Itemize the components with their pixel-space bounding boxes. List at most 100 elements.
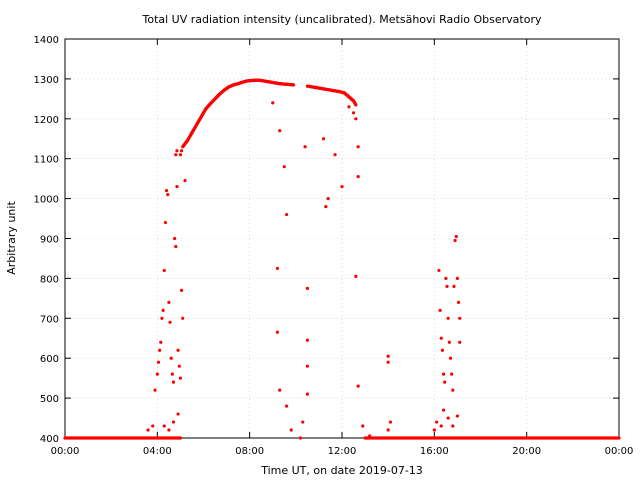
y-tick-label: 1000 [34, 195, 59, 206]
scatter-point [441, 408, 446, 412]
scatter-point [439, 424, 443, 428]
scatter-point [361, 424, 365, 428]
y-tick-label: 800 [40, 274, 59, 285]
y-tick-label: 1300 [34, 75, 59, 86]
scatter-point [181, 316, 185, 320]
scatter-point [453, 238, 457, 243]
scatter-point [167, 428, 171, 432]
scatter-point [162, 424, 166, 428]
scatter-point [289, 428, 293, 432]
scatter-point [275, 330, 279, 334]
scatter-point [178, 376, 183, 380]
y-tick-label: 400 [40, 434, 59, 445]
scatter-point [179, 149, 184, 153]
x-tick-label: 20:00 [512, 446, 541, 457]
scatter-point [456, 300, 461, 304]
scatter-point [183, 179, 187, 183]
scatter-point [451, 424, 455, 428]
x-axis-label: Time UT, on date 2019-07-13 [260, 464, 423, 477]
scatter-point [439, 336, 443, 340]
scatter-point [368, 434, 372, 438]
scatter-point [156, 360, 161, 364]
scatter-point [454, 234, 458, 239]
x-tick-label: 16:00 [420, 446, 449, 457]
x-tick-label: 04:00 [143, 446, 172, 457]
scatter-point [174, 153, 178, 157]
scatter-point [440, 348, 445, 352]
scatter-point [388, 420, 393, 424]
scatter-point [324, 204, 328, 209]
scatter-point [447, 340, 451, 344]
scatter-point [176, 348, 180, 352]
scatter-point [386, 360, 390, 364]
x-tick-label: 00:00 [51, 446, 80, 457]
scatter-point [174, 244, 178, 249]
scatter-point [177, 364, 181, 368]
scatter-point [282, 165, 286, 169]
scatter-point [160, 316, 164, 320]
scatter-point [432, 428, 436, 432]
scatter-point [285, 404, 289, 408]
scatter-point [305, 286, 309, 290]
scatter-point [458, 340, 462, 344]
scatter-point [356, 175, 360, 179]
scatter-point [451, 388, 455, 392]
scatter-point [305, 364, 309, 368]
scatter-point [159, 340, 163, 344]
scatter-point [441, 372, 446, 376]
scatter-point [164, 189, 169, 193]
tick-layer: 400 500 600 700 800 900 1000 1100 1200 1300 1400 00… [34, 35, 634, 457]
x-tick-label: 08:00 [235, 446, 264, 457]
scatter-point [146, 428, 150, 432]
scatter-point [169, 356, 173, 360]
scatter-point [446, 416, 450, 420]
scatter-point [452, 284, 456, 288]
y-tick-label: 700 [40, 314, 59, 325]
x-tick-label: 00:00 [605, 446, 634, 457]
scatter-point [303, 145, 307, 149]
y-tick-label: 1400 [34, 35, 59, 46]
scatter-point [271, 101, 275, 105]
scatter-point [162, 268, 166, 273]
scatter-point [153, 388, 157, 392]
scatter-point [445, 284, 449, 288]
scatter-point [458, 316, 462, 320]
scatter-point [278, 388, 282, 392]
baseline-point [617, 436, 621, 440]
scatter-point [298, 436, 303, 440]
scatter-point [171, 420, 176, 424]
scatter-point [340, 185, 344, 189]
scatter-point [450, 372, 454, 376]
scatter-point [321, 137, 326, 141]
scatter-point [386, 354, 390, 358]
scatter-point [155, 372, 159, 376]
scatter-point [333, 153, 337, 157]
scatter-point [386, 428, 390, 432]
scatter-point [435, 420, 439, 424]
scatter-point [347, 105, 351, 109]
grid-layer [65, 39, 619, 438]
scatter-point [167, 300, 171, 304]
scatter-point [356, 384, 360, 388]
scatter-point [175, 149, 179, 153]
scatter-point [179, 288, 184, 292]
scatter-point [171, 380, 176, 384]
data-points [63, 78, 621, 440]
curve-point [354, 103, 358, 107]
y-axis-label: Arbitrary unit [5, 201, 18, 275]
scatter-point [173, 236, 177, 241]
scatter-point [170, 372, 174, 376]
scatter-point [455, 414, 460, 418]
scatter-point [437, 268, 441, 273]
scatter-point [443, 380, 447, 384]
scatter-point [438, 308, 442, 312]
y-tick-label: 1100 [34, 155, 59, 166]
chart-title: Total UV radiation intensity (uncalibrat… [142, 13, 542, 26]
scatter-point [278, 129, 282, 133]
scatter-point [151, 424, 155, 428]
scatter-point [455, 276, 460, 280]
scatter-point [448, 356, 453, 360]
scatter-point [305, 392, 309, 396]
